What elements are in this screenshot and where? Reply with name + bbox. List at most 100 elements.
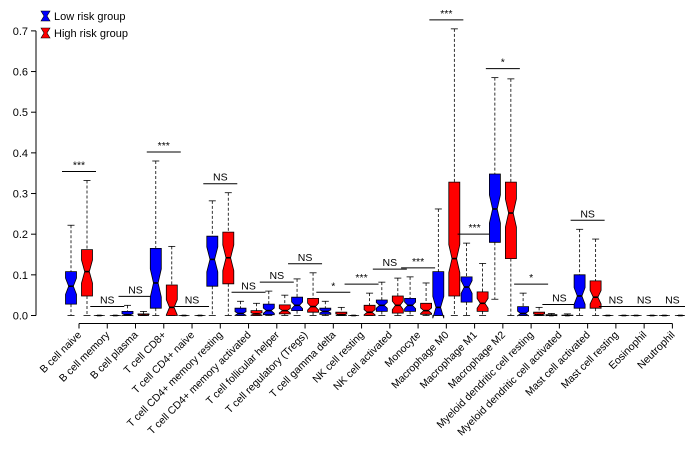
significance-label: ***: [73, 160, 85, 172]
category-group: NS: [542, 292, 577, 317]
box: [476, 291, 489, 312]
box: [460, 276, 473, 303]
legend-item-high: High risk group: [40, 27, 128, 40]
legend-swatch-low: [40, 10, 51, 22]
significance-label: ***: [412, 256, 424, 268]
category-group: NS: [598, 295, 633, 317]
box-high-risk: [533, 306, 545, 316]
box-high-risk: [250, 302, 263, 316]
y-tick-label: 0.1: [13, 270, 28, 282]
box: [81, 249, 93, 297]
significance-label: NS: [241, 280, 256, 292]
box-low-risk: [375, 281, 388, 316]
y-tick-label: 0.3: [13, 189, 28, 201]
box-high-risk: [561, 313, 574, 317]
significance-label: ***: [355, 272, 367, 284]
box: [432, 271, 445, 319]
box-low-risk: [432, 208, 445, 319]
legend-swatch-high: [40, 27, 51, 39]
y-tick-label: 0.4: [13, 148, 28, 160]
category-group: NS: [259, 270, 294, 316]
category-group: ***: [457, 222, 492, 316]
significance-label: NS: [552, 292, 567, 304]
significance-label: *: [331, 280, 335, 292]
y-tick-label: 0.5: [13, 107, 28, 119]
category-group: NS: [288, 252, 323, 316]
significance-label: NS: [270, 270, 285, 282]
box-low-risk: [65, 224, 77, 316]
significance-label: NS: [580, 208, 595, 220]
significance-label: ***: [440, 8, 452, 20]
box: [65, 271, 77, 305]
box-low-risk: [149, 160, 162, 316]
significance-label: NS: [637, 295, 652, 307]
box-high-risk: [81, 180, 93, 316]
box-low-risk: [573, 228, 586, 316]
box: [488, 173, 501, 243]
box-high-risk: [363, 292, 376, 316]
box: [250, 310, 263, 316]
box: [420, 302, 433, 315]
significance-label: NS: [609, 295, 624, 307]
category-group: *: [514, 272, 549, 317]
box-low-risk: [488, 77, 501, 300]
box-high-risk: [448, 28, 461, 316]
box: [363, 304, 376, 316]
category-group: NS: [203, 172, 238, 316]
category-group: ***: [344, 272, 379, 317]
category-group: NS: [627, 295, 662, 317]
category-group: *: [316, 280, 351, 316]
box-low-risk: [545, 313, 558, 317]
category-group: ***: [62, 160, 96, 316]
box: [448, 181, 461, 297]
box-high-risk: [222, 192, 235, 316]
box-high-risk: [391, 277, 404, 316]
box: [291, 296, 304, 312]
category-group: NS: [372, 257, 407, 316]
box-high-risk: [589, 238, 602, 316]
y-tick-label: 0.6: [13, 67, 28, 79]
box-low-risk: [460, 242, 473, 316]
box-high-risk: [335, 306, 348, 316]
box: [121, 310, 134, 317]
category-group: NS: [175, 295, 210, 317]
legend-item-low: Low risk group: [40, 10, 126, 23]
significance-label: ***: [468, 222, 480, 234]
box: [307, 297, 320, 313]
box: [262, 303, 275, 316]
box-low-risk: [517, 292, 529, 317]
significance-label: NS: [185, 295, 200, 307]
box: [573, 274, 586, 309]
significance-label: ***: [158, 140, 170, 152]
box-low-risk: [319, 300, 332, 316]
box-high-risk: [476, 263, 489, 316]
category-group: NS: [231, 280, 266, 316]
box-high-risk: [307, 272, 320, 316]
box-low-risk: [234, 300, 247, 316]
significance-label: NS: [298, 252, 313, 264]
box-low-risk: [262, 290, 275, 316]
significance-label: NS: [213, 172, 228, 184]
y-axis: 0.0 0.1 0.2 0.3 0.4 0.5 0.6 0.7: [13, 26, 673, 324]
box: [335, 311, 348, 316]
legend-label-high: High risk group: [54, 28, 128, 40]
category-group: NS: [570, 208, 605, 316]
category-group: NS: [118, 284, 153, 317]
category-group: ***: [429, 8, 464, 319]
box-low-risk: [206, 200, 219, 316]
box-high-risk: [165, 245, 178, 316]
significance-label: NS: [383, 257, 398, 269]
y-tick-label: 0.7: [13, 26, 28, 38]
box-high-risk: [420, 282, 433, 316]
box: [149, 247, 162, 309]
y-tick-label: 0.2: [13, 229, 28, 241]
significance-label: NS: [128, 284, 143, 296]
box-high-risk: [137, 311, 150, 316]
box-high-risk: [278, 294, 291, 316]
legend: Low risk group High risk group: [40, 10, 128, 40]
significance-label: *: [529, 272, 533, 284]
box: [589, 280, 602, 309]
